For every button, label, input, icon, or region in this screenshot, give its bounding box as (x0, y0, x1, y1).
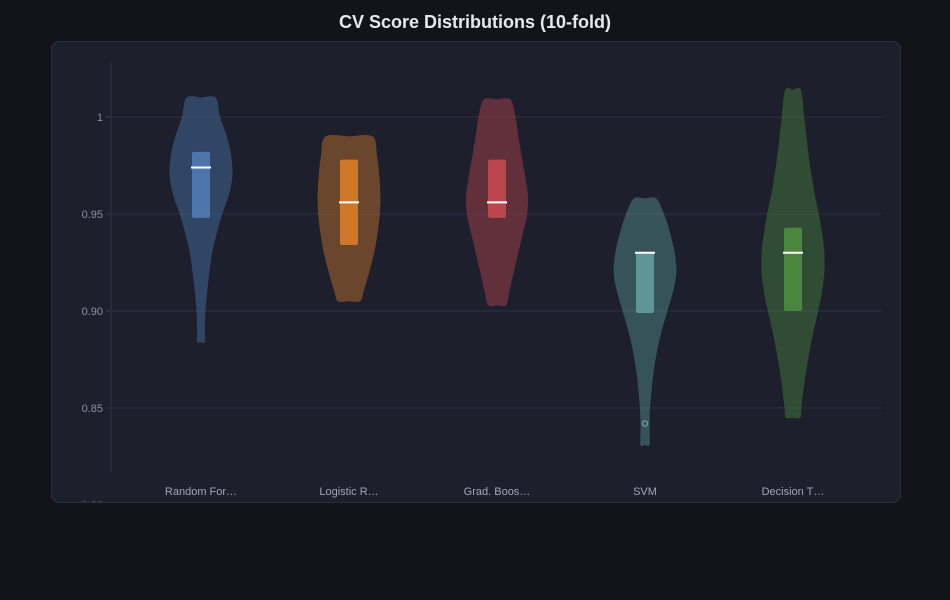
x-category-labels: Random For… Logistic R… Grad. Boos… SVM Deci… (165, 486, 824, 498)
violin-chart: 1 0.95 0.90 0.85 0.80 Random For… Logistic R…… (82, 62, 882, 502)
iqr-box (636, 252, 654, 313)
violin-group (317, 134, 381, 303)
x-category-label: Random For… (165, 486, 237, 498)
x-category-label: Decision T… (762, 486, 825, 498)
violin-group (761, 87, 825, 419)
iqr-box (784, 227, 802, 311)
violin-body (613, 197, 677, 447)
violin-body (169, 96, 233, 343)
y-tick-label: 0.90 (82, 306, 103, 318)
outlier-point (641, 420, 649, 427)
violin-group (465, 98, 529, 307)
y-tick-labels: 1 0.95 0.90 0.85 0.80 (82, 112, 111, 502)
violins (169, 87, 825, 447)
y-tick-label: 0.80 (82, 500, 103, 502)
iqr-box (192, 151, 210, 218)
violin-group (169, 96, 233, 343)
iqr-box (488, 159, 506, 218)
chart-panel: 1 0.95 0.90 0.85 0.80 Random For… Logistic R…… (51, 41, 901, 503)
chart-title: CV Score Distributions (10-fold) (338, 12, 612, 32)
y-tick-label: 1 (97, 112, 103, 124)
gridlines (111, 116, 882, 409)
x-category-label: SVM (633, 486, 657, 498)
x-category-label: Logistic R… (319, 486, 378, 498)
y-tick-label: 0.95 (82, 209, 103, 221)
violin-group (613, 197, 677, 447)
x-category-label: Grad. Boos… (464, 486, 531, 498)
y-tick-label: 0.85 (82, 403, 103, 415)
